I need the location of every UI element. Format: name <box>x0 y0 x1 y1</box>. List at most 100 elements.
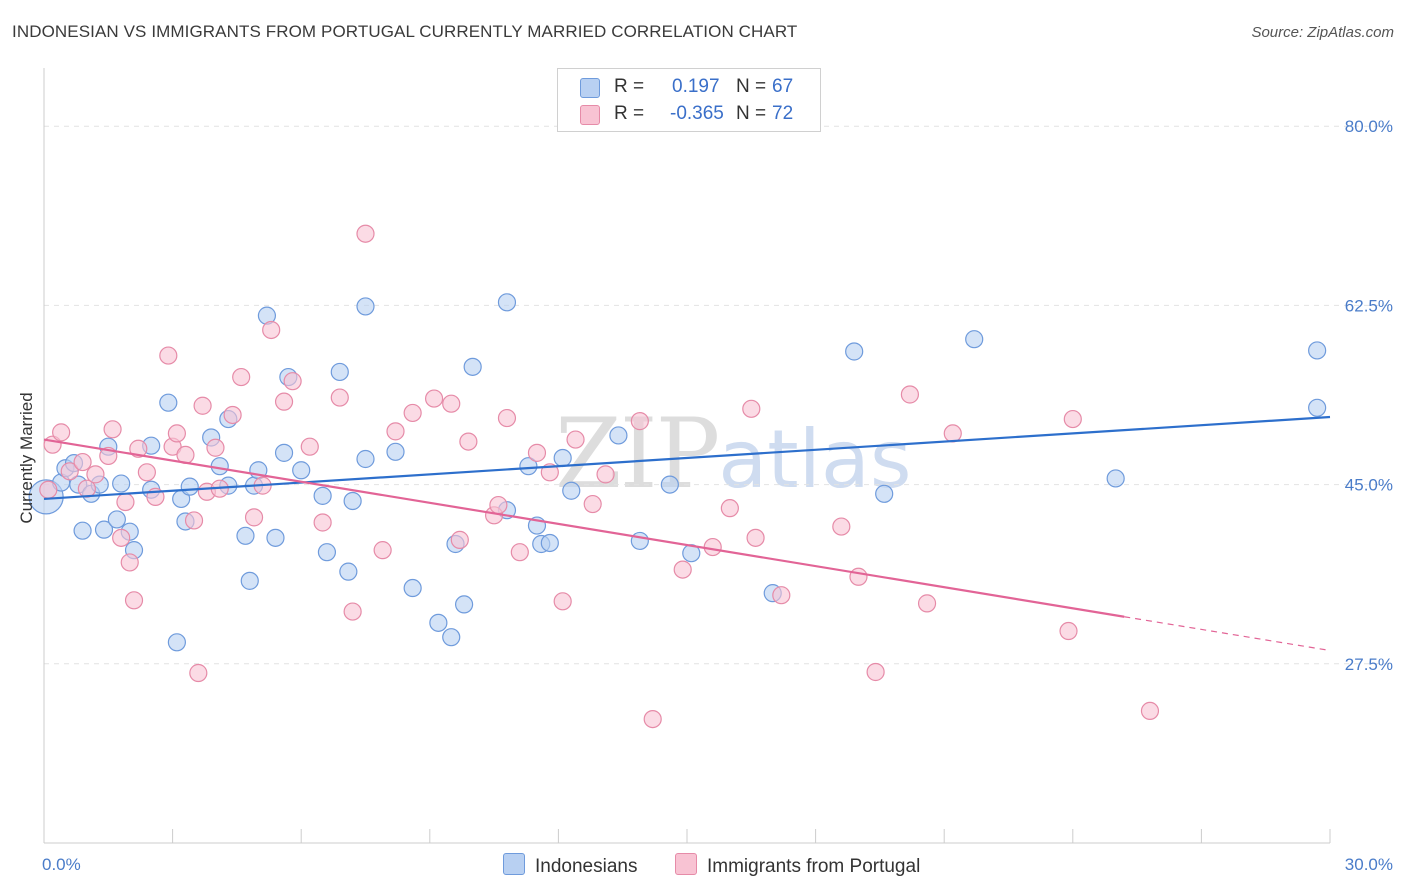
bottom-legend-swatch-blue <box>503 853 525 875</box>
point-indonesians <box>965 330 984 349</box>
point-portugal <box>313 513 332 532</box>
point-indonesians <box>497 293 517 312</box>
point-portugal <box>489 495 508 515</box>
point-indonesians <box>660 475 679 494</box>
point-indonesians <box>562 481 581 500</box>
point-indonesians <box>403 578 422 598</box>
point-portugal <box>746 528 765 547</box>
trend-lines <box>43 415 1331 652</box>
point-portugal <box>223 405 242 425</box>
legend-swatch-pink <box>580 105 600 125</box>
point-indonesians <box>553 448 572 468</box>
y-tick-label: 80.0% <box>1345 117 1393 136</box>
point-portugal <box>159 346 178 365</box>
point-indonesians <box>343 491 362 511</box>
point-portugal <box>274 392 294 411</box>
point-indonesians <box>339 562 358 581</box>
tick-labels: 80.0% 62.5% 45.0% 27.5% 0.0% 30.0% <box>42 117 1393 874</box>
point-portugal <box>386 422 405 441</box>
point-portugal <box>596 465 615 484</box>
point-portugal <box>232 367 251 387</box>
point-indonesians <box>1106 469 1125 488</box>
point-indonesians <box>442 628 461 647</box>
point-portugal <box>206 438 225 457</box>
point-portugal <box>643 709 662 729</box>
point-portugal <box>167 424 186 443</box>
point-portugal <box>630 412 649 431</box>
point-indonesians <box>875 484 894 503</box>
legend: R = 0.197 N = 67 R = -0.365 N = 72 <box>557 68 821 132</box>
point-indonesians <box>429 613 448 632</box>
legend-n-value: 72 <box>772 103 794 124</box>
data-points <box>28 224 1327 729</box>
point-portugal <box>112 528 131 547</box>
point-indonesians <box>845 342 864 361</box>
point-portugal <box>917 594 937 613</box>
point-portugal <box>900 385 920 404</box>
point-indonesians <box>609 426 628 445</box>
point-portugal <box>330 388 349 407</box>
point-portugal <box>103 420 122 439</box>
point-portugal <box>300 437 319 456</box>
legend-r-value: -0.365 <box>670 103 724 124</box>
point-indonesians <box>240 571 259 590</box>
point-portugal <box>720 499 739 518</box>
point-indonesians <box>159 393 178 412</box>
trend-line-portugal <box>43 438 1125 618</box>
point-indonesians <box>274 443 294 462</box>
point-portugal <box>189 663 208 683</box>
point-indonesians <box>1308 398 1327 417</box>
point-indonesians <box>180 477 199 496</box>
point-portugal <box>137 463 156 482</box>
point-portugal <box>527 443 547 462</box>
point-indonesians <box>386 442 405 461</box>
y-axis-label: Currently Married <box>17 392 36 523</box>
point-portugal <box>244 508 264 527</box>
point-portugal <box>703 537 722 557</box>
point-portugal <box>86 465 105 484</box>
point-portugal <box>52 423 71 442</box>
point-portugal <box>184 511 204 530</box>
bottom-legend-swatch-pink <box>675 853 697 875</box>
point-portugal <box>510 543 529 562</box>
point-portugal <box>832 517 851 536</box>
point-portugal <box>450 530 469 549</box>
point-indonesians <box>330 362 349 382</box>
point-portugal <box>262 320 281 340</box>
point-portugal <box>742 399 761 418</box>
point-indonesians <box>210 457 229 476</box>
axes <box>43 68 1331 844</box>
point-indonesians <box>1308 341 1327 360</box>
legend-r-value: 0.197 <box>672 76 720 97</box>
point-portugal <box>566 430 585 449</box>
y-tick-label: 62.5% <box>1345 296 1393 315</box>
point-portugal <box>403 403 422 423</box>
legend-r-label: R = <box>614 76 645 97</box>
point-portugal <box>583 494 602 514</box>
point-portugal <box>849 567 868 586</box>
x-tick-label: 30.0% <box>1345 855 1393 874</box>
point-portugal <box>343 602 362 621</box>
y-tick-label: 27.5% <box>1345 655 1393 674</box>
point-indonesians <box>292 461 311 480</box>
x-tick-label: 0.0% <box>42 855 81 874</box>
point-indonesians <box>519 457 538 476</box>
point-indonesians <box>73 521 92 540</box>
point-portugal <box>442 394 461 413</box>
point-indonesians <box>356 449 375 469</box>
point-portugal <box>459 432 478 451</box>
point-indonesians <box>94 520 114 539</box>
point-portugal <box>73 452 92 472</box>
point-portugal <box>356 224 375 243</box>
point-indonesians <box>313 486 332 505</box>
point-indonesians <box>167 633 186 652</box>
point-indonesians <box>630 531 649 551</box>
point-indonesians <box>236 526 255 545</box>
point-portugal <box>124 591 144 610</box>
point-indonesians <box>317 543 337 562</box>
legend-n-label: N = <box>736 103 767 124</box>
point-portugal <box>1059 621 1078 641</box>
point-portugal <box>772 586 791 605</box>
point-portugal <box>553 592 572 611</box>
